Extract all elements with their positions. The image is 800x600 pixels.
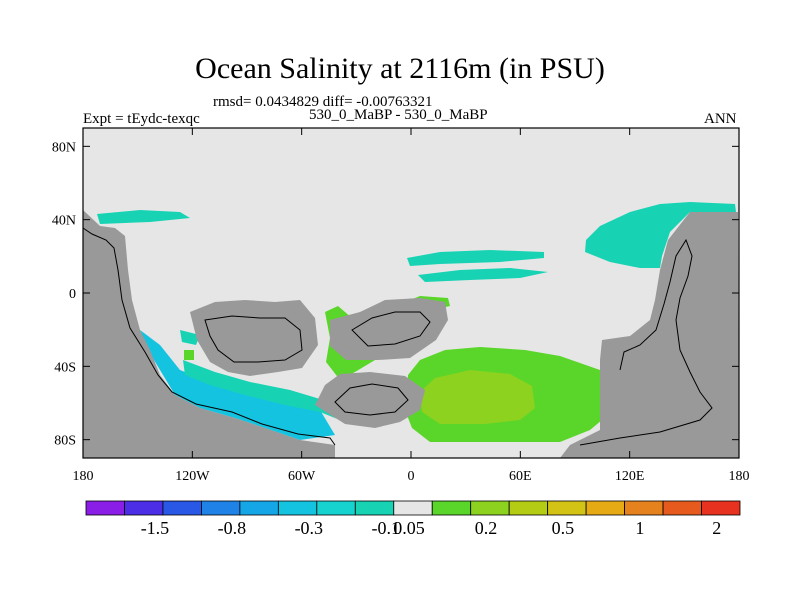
x-tick-label: 60E: [509, 469, 532, 484]
colorbar-swatch: [239, 500, 279, 516]
land-south-block: [315, 372, 425, 428]
experiment-label: Expt = tEydc-texqc: [83, 111, 200, 127]
land-east-continent: [560, 212, 739, 458]
x-tick-label: 180: [73, 469, 94, 484]
colorbar-swatch: [393, 500, 433, 516]
anomaly-small-green: [184, 350, 194, 360]
y-tick-label: 80N: [52, 140, 76, 155]
colorbar-label: 2: [712, 518, 721, 538]
anomaly-southern-teal-rim: [183, 360, 340, 420]
colorbar-swatch: [662, 500, 702, 516]
plot-title: Ocean Salinity at 2116m (in PSU): [195, 52, 605, 85]
anomaly-southern-indian-lime: [420, 370, 535, 424]
y-axis: 80N 40N 0 40S 80S: [52, 140, 739, 449]
anomaly-west-pacific-teal: [180, 330, 200, 345]
coastlines: [82, 227, 713, 446]
colorbar-label: 0.5: [552, 518, 575, 538]
colorbar-swatch: [701, 500, 741, 516]
colorbar-swatch: [124, 500, 164, 516]
coast-east: [579, 238, 713, 446]
colorbar-swatch: [85, 500, 125, 516]
colorbar-label: 1: [635, 518, 644, 538]
colorbar-swatch: [277, 500, 318, 516]
stats-text: rmsd= 0.0434829 diff= -0.00763321: [213, 94, 433, 110]
colorbar-label: -0.3: [295, 518, 324, 538]
colorbar-swatch: [354, 500, 395, 516]
colorbar-label: 0.2: [475, 518, 498, 538]
coast-central: [351, 311, 431, 347]
colorbar-label: -0.8: [218, 518, 247, 538]
colorbar-swatch: [624, 500, 664, 516]
colorbar-label: -0.1: [372, 518, 401, 538]
colorbar-swatch: [201, 500, 241, 516]
land-masses: [83, 210, 739, 458]
y-tick-label: 0: [69, 287, 76, 302]
x-axis: 180 120W 60W 0 60E 120E 180: [73, 128, 750, 484]
coast-south-block: [334, 383, 409, 416]
colorbar-swatch: [547, 500, 587, 516]
x-tick-label: 180: [729, 469, 750, 484]
y-tick-label: 40N: [52, 214, 76, 229]
coast-africa-west: [204, 315, 303, 363]
x-tick-label: 120W: [175, 469, 210, 484]
land-americas-west: [83, 210, 335, 458]
season-label: ANN: [704, 111, 737, 127]
colorbar-label: -1.5: [141, 518, 170, 538]
colorbar-swatch: [162, 500, 202, 516]
y-tick-label: 40S: [54, 360, 76, 375]
anomaly-equatorial-streak-1: [407, 250, 544, 266]
coast-americas: [82, 227, 336, 446]
y-tick-label: 80S: [54, 434, 76, 449]
colorbar-swatch: [470, 500, 510, 516]
anomaly-southern-pacific-cyan: [140, 330, 335, 440]
x-tick-label: 0: [408, 469, 415, 484]
colorbar-label: 0.05: [393, 518, 425, 538]
anomaly-east-pacific-high: [585, 202, 736, 268]
colorbar-swatch: [585, 500, 625, 516]
colorbar-swatch: [508, 500, 549, 516]
anomaly-equatorial-streak-2: [418, 268, 548, 282]
x-tick-label: 60W: [288, 469, 316, 484]
colorbar: -1.5 -0.8 -0.3 -0.10.05 0.2 0.5 1 2: [85, 500, 741, 538]
comparison-label: 530_0_MaBP - 530_0_MaBP: [309, 107, 488, 123]
land-central-continent: [330, 298, 448, 360]
anomaly-north-atlantic: [97, 210, 190, 224]
colorbar-swatch: [431, 500, 472, 516]
x-tick-label: 120E: [615, 469, 645, 484]
colorbar-swatch: [316, 500, 356, 516]
